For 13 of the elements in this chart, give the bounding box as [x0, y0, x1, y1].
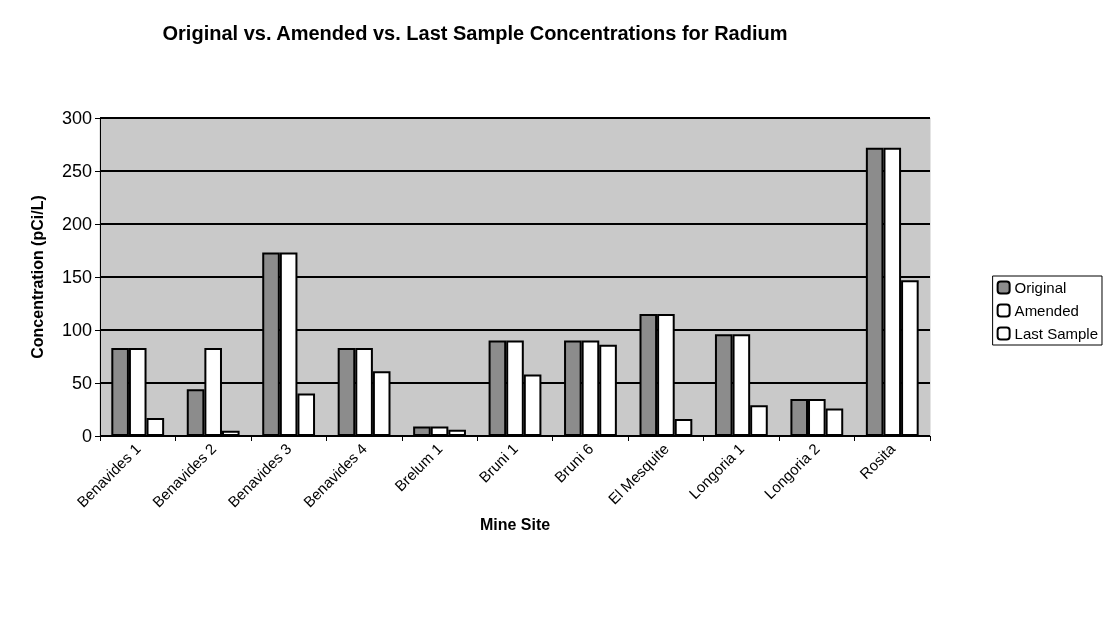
legend-label: Amended — [1014, 302, 1079, 319]
y-axis-title: Concentration (pCi/L) — [28, 195, 46, 359]
y-tick-label: 100 — [61, 320, 92, 340]
y-tick-label: 0 — [81, 426, 92, 446]
y-tick-label: 300 — [61, 108, 92, 128]
y-tick-label: 150 — [61, 267, 92, 287]
legend-label: Last Sample — [1014, 325, 1099, 342]
y-tick-label: 250 — [61, 161, 92, 181]
y-tick-label: 50 — [71, 373, 92, 393]
legend-label: Original — [1014, 279, 1067, 296]
chart-title: Original vs. Amended vs. Last Sample Concentrations for Radium — [162, 22, 788, 44]
y-tick-label: 200 — [61, 214, 92, 234]
x-axis-title: Mine Site — [479, 516, 551, 534]
